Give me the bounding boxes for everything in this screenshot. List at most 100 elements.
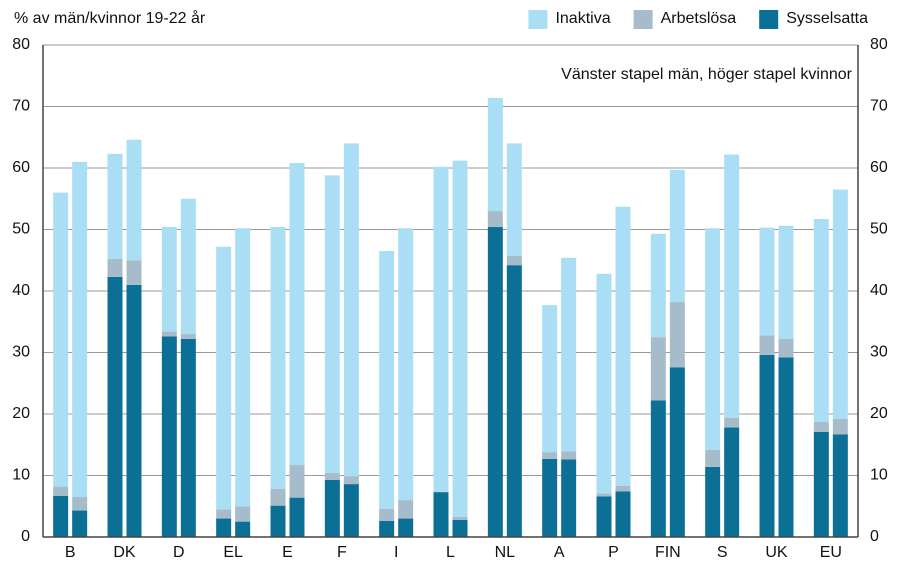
bar-segment	[379, 521, 395, 537]
x-tick-label: A	[554, 544, 565, 561]
bar-segment	[343, 143, 359, 477]
bar-segment	[832, 189, 848, 419]
bar-segment	[759, 354, 775, 537]
bar-segment	[561, 459, 577, 537]
y-tick-label: 10	[12, 467, 30, 484]
y-tick-label: 0	[21, 528, 30, 545]
x-tick-label: DK	[113, 544, 136, 561]
legend-label: Arbetslösa	[661, 10, 737, 27]
bar-segment	[324, 479, 340, 537]
x-tick-label: EU	[820, 544, 842, 561]
bar-segment	[289, 497, 305, 537]
y-tick-label: 60	[12, 159, 30, 176]
bar-segment	[161, 331, 177, 337]
annotation: Vänster stapel män, höger stapel kvinnor	[561, 66, 853, 83]
bar-segment	[650, 233, 666, 338]
bar-segment	[72, 510, 88, 537]
bar-segment	[759, 335, 775, 355]
x-tick-label: B	[65, 544, 76, 561]
bar-segment	[669, 169, 685, 303]
bar-segment	[506, 265, 522, 537]
bar-segment	[759, 227, 775, 336]
bar-segment	[379, 508, 395, 522]
bar-segment	[53, 495, 69, 537]
bar-segment	[832, 418, 848, 435]
bar-segment	[126, 260, 142, 285]
y-tick-label: 80	[12, 36, 30, 53]
bar-segment	[596, 496, 612, 537]
bar-segment	[398, 500, 414, 519]
bar-segment	[542, 305, 558, 453]
bar-segment	[650, 400, 666, 537]
bar-segment	[53, 486, 69, 496]
x-tick-label: E	[282, 544, 293, 561]
bar-segment	[107, 259, 123, 277]
bar-segment	[669, 302, 685, 368]
bar-segment	[452, 516, 468, 520]
bar-segment	[778, 225, 794, 339]
bar-segment	[452, 160, 468, 517]
bar-segment	[487, 97, 503, 212]
bar-segment	[433, 492, 449, 537]
bar-segment	[506, 143, 522, 256]
bar-segment	[705, 466, 721, 537]
bar-segment	[561, 451, 577, 460]
x-tick-label: UK	[765, 544, 788, 561]
legend-label: Inaktiva	[555, 10, 610, 27]
bar-segment	[289, 465, 305, 498]
bar-segment	[724, 417, 740, 428]
bar-segment	[615, 491, 631, 537]
x-tick-label: L	[446, 544, 455, 561]
legend-swatch	[759, 10, 779, 29]
bar-segment	[270, 505, 286, 537]
x-tick-label: NL	[495, 544, 516, 561]
y2-tick-label: 50	[870, 221, 888, 238]
bar-segment	[126, 284, 142, 537]
bar-segment	[126, 139, 142, 261]
bar-segment	[705, 228, 721, 450]
bar-segment	[270, 227, 286, 490]
chart-title: % av män/kvinnor 19-22 år	[14, 9, 206, 27]
bar-segment	[72, 161, 88, 498]
bar-segment	[235, 228, 251, 507]
bar-segment	[216, 246, 232, 510]
y2-tick-label: 40	[870, 282, 888, 299]
y2-tick-label: 80	[870, 36, 888, 53]
bar-segment	[433, 166, 449, 493]
bar-segment	[343, 484, 359, 537]
x-tick-label: I	[394, 544, 398, 561]
bar-segment	[452, 519, 468, 537]
legend-swatch	[633, 10, 653, 29]
bar-segment	[324, 175, 340, 474]
y-tick-label: 70	[12, 98, 30, 115]
bar-segment	[596, 273, 612, 494]
legend-label: Sysselsatta	[786, 10, 868, 27]
x-tick-label: FIN	[655, 544, 681, 561]
bar-segment	[615, 485, 631, 492]
x-tick-label: EL	[223, 544, 243, 561]
x-tick-label: D	[173, 544, 185, 561]
bar-segment	[161, 227, 177, 332]
bar-segment	[542, 458, 558, 537]
bar-segment	[324, 473, 340, 480]
bar-segment	[705, 449, 721, 467]
bar-segment	[180, 338, 196, 537]
bar-segment	[107, 276, 123, 537]
bar-segment	[561, 257, 577, 452]
bar-segment	[180, 334, 196, 339]
y2-tick-label: 20	[870, 405, 888, 422]
bar-segment	[398, 518, 414, 537]
y-tick-label: 50	[12, 221, 30, 238]
x-tick-label: F	[337, 544, 347, 561]
y2-tick-label: 60	[870, 159, 888, 176]
bar-segment	[235, 506, 251, 522]
bar-segment	[398, 228, 414, 501]
y-tick-label: 40	[12, 282, 30, 299]
bar-segment	[235, 521, 251, 537]
bar-segment	[270, 489, 286, 506]
bar-segment	[161, 336, 177, 537]
x-tick-label: S	[717, 544, 728, 561]
bar-segment	[596, 493, 612, 497]
y2-tick-label: 70	[870, 98, 888, 115]
